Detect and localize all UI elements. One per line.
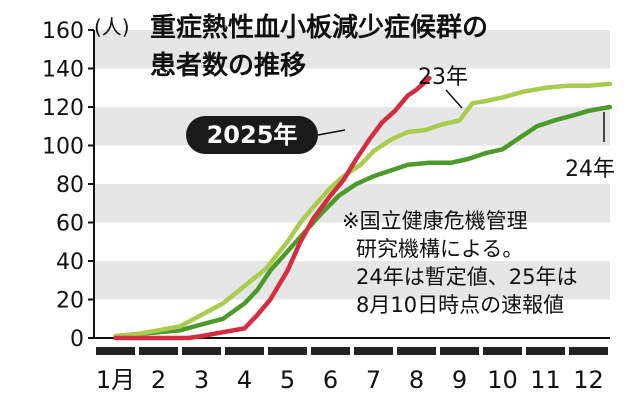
grid-band	[94, 261, 610, 300]
grid-bands	[94, 30, 610, 300]
month-bar	[182, 347, 221, 355]
month-bar	[526, 347, 565, 355]
x-tick-label: 5	[280, 366, 295, 394]
series-line-2025年	[113, 75, 432, 341]
x-tick-label: 4	[237, 366, 252, 394]
note-line: 研究機構による。	[356, 237, 523, 261]
month-bar	[569, 347, 608, 355]
y-tick-label: 40	[56, 250, 84, 275]
x-tick-label: 7	[366, 366, 381, 394]
month-bar	[397, 347, 436, 355]
y-tick-label: 160	[42, 19, 84, 44]
y-tick-label: 80	[56, 173, 84, 198]
month-bar	[483, 347, 522, 355]
month-bar	[268, 347, 307, 355]
month-bar	[311, 347, 350, 355]
note-line: 24年は暫定値、25年は	[356, 265, 577, 289]
y-tick-label: 120	[42, 96, 84, 121]
y-tick-label: 140	[42, 58, 84, 83]
month-bar	[96, 347, 135, 355]
y-tick-label: 0	[70, 327, 84, 352]
chart-title-line1: 重症熱性血小板減少症候群の	[150, 12, 488, 43]
month-bar	[139, 347, 178, 355]
x-tick-label: 12	[573, 366, 604, 394]
label-2023-leader	[445, 89, 463, 109]
label-2024: 24年	[565, 157, 615, 182]
y-tick-label: 20	[56, 289, 84, 314]
series-lines	[113, 75, 613, 341]
note-line: 8月10日時点の速報値	[356, 293, 564, 317]
x-tick-label: 8	[409, 366, 424, 394]
y-axis: 0 20 40 60 80 100 120 140 160	[42, 19, 95, 352]
grid-band	[94, 30, 610, 69]
series-line-23年	[113, 81, 613, 339]
unit-label: (人)	[94, 15, 130, 39]
x-tick-label: 2	[151, 366, 166, 394]
grid-band	[94, 184, 610, 223]
series-line-24年	[113, 104, 613, 339]
month-bar	[440, 347, 479, 355]
chart-title-line2: 患者数の推移	[150, 51, 306, 81]
label-2025: 2025年	[207, 121, 298, 149]
note-line: ※国立健康危機管理	[342, 209, 528, 233]
month-bar	[225, 347, 264, 355]
label-2023: 23年	[418, 65, 468, 90]
x-tick-label: 10	[487, 366, 518, 394]
x-tick-label: 6	[323, 366, 338, 394]
month-bar	[354, 347, 393, 355]
x-tick-label: 1月	[96, 366, 135, 394]
x-tick-label: 9	[452, 366, 467, 394]
label-2025-leader	[317, 129, 346, 136]
x-tick-label: 11	[530, 366, 561, 394]
x-axis: 1月 2 3 4 5 6 7 8 9 10 11 12	[94, 337, 610, 394]
y-tick-label: 100	[42, 135, 84, 160]
label-2025-badge: 2025年	[186, 116, 318, 154]
y-tick-label: 60	[56, 212, 84, 237]
x-tick-label: 3	[194, 366, 209, 394]
grid-band	[94, 107, 610, 146]
